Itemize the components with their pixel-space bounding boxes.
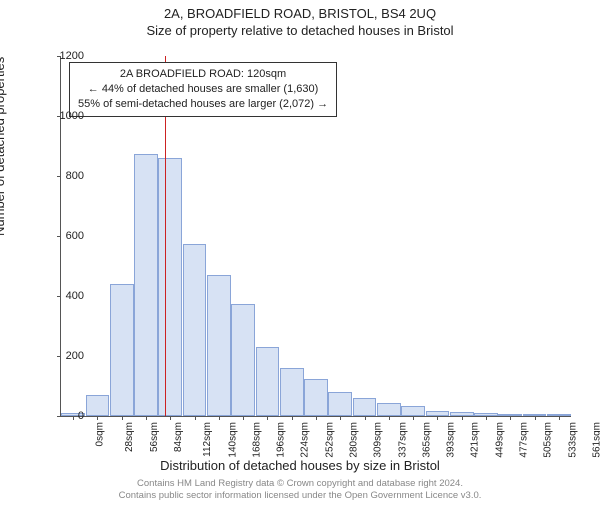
annotation-line-3: 55% of semi-detached houses are larger (…	[78, 97, 328, 112]
x-tick-mark	[486, 416, 487, 420]
x-tick-label: 477sqm	[519, 422, 530, 458]
y-tick-label: 1000	[44, 110, 84, 122]
chart-area: 2A BROADFIELD ROAD: 120sqm← 44% of detac…	[60, 56, 570, 416]
histogram-bar	[377, 403, 401, 417]
x-tick-label: 56sqm	[149, 422, 160, 452]
x-tick-label: 28sqm	[124, 422, 135, 452]
histogram-bar	[86, 395, 110, 416]
x-tick-label: 112sqm	[202, 422, 213, 457]
y-tick-label: 0	[44, 410, 84, 422]
y-tick-label: 1200	[44, 50, 84, 62]
x-tick-mark	[389, 416, 390, 420]
histogram-bar	[110, 284, 134, 416]
chart-subtitle: Size of property relative to detached ho…	[0, 23, 600, 38]
x-tick-label: 421sqm	[470, 422, 481, 458]
y-tick-label: 200	[44, 350, 84, 362]
histogram-bar	[353, 398, 377, 416]
x-tick-label: 0sqm	[95, 422, 106, 446]
x-tick-mark	[437, 416, 438, 420]
x-tick-mark	[267, 416, 268, 420]
x-tick-mark	[365, 416, 366, 420]
x-tick-mark	[243, 416, 244, 420]
x-tick-label: 280sqm	[349, 422, 360, 458]
x-tick-mark	[510, 416, 511, 420]
annotation-line-1: 2A BROADFIELD ROAD: 120sqm	[78, 67, 328, 82]
x-tick-label: 505sqm	[543, 422, 554, 458]
x-tick-mark	[413, 416, 414, 420]
x-tick-mark	[340, 416, 341, 420]
x-tick-label: 140sqm	[227, 422, 238, 458]
x-axis-label: Distribution of detached houses by size …	[0, 458, 600, 473]
y-tick-label: 600	[44, 230, 84, 242]
x-tick-label: 393sqm	[446, 422, 457, 458]
histogram-bar	[231, 304, 255, 417]
x-tick-label: 337sqm	[397, 422, 408, 458]
plot-region: 2A BROADFIELD ROAD: 120sqm← 44% of detac…	[60, 56, 571, 417]
y-tick-label: 800	[44, 170, 84, 182]
x-tick-mark	[219, 416, 220, 420]
x-tick-mark	[292, 416, 293, 420]
x-tick-label: 561sqm	[591, 422, 600, 458]
y-axis-label: Number of detached properties	[0, 57, 7, 236]
y-tick-label: 400	[44, 290, 84, 302]
x-tick-mark	[559, 416, 560, 420]
histogram-bar	[401, 406, 425, 417]
histogram-bar	[328, 392, 352, 416]
x-tick-label: 84sqm	[173, 422, 184, 452]
histogram-bar	[207, 275, 231, 416]
x-tick-label: 168sqm	[251, 422, 262, 458]
x-tick-mark	[195, 416, 196, 420]
x-tick-label: 309sqm	[373, 422, 384, 458]
x-tick-mark	[316, 416, 317, 420]
x-tick-mark	[535, 416, 536, 420]
x-tick-mark	[462, 416, 463, 420]
histogram-bar	[280, 368, 304, 416]
attribution-line-2: Contains public sector information licen…	[0, 490, 600, 502]
x-tick-label: 224sqm	[300, 422, 311, 458]
histogram-bar	[304, 379, 328, 417]
x-tick-label: 252sqm	[324, 422, 335, 458]
attribution-text: Contains HM Land Registry data © Crown c…	[0, 478, 600, 502]
x-tick-mark	[170, 416, 171, 420]
x-tick-label: 449sqm	[494, 422, 505, 458]
x-tick-mark	[146, 416, 147, 420]
chart-title: 2A, BROADFIELD ROAD, BRISTOL, BS4 2UQ	[0, 6, 600, 21]
x-tick-label: 533sqm	[567, 422, 578, 458]
histogram-bar	[256, 347, 280, 416]
histogram-bar	[158, 158, 182, 416]
histogram-bar	[183, 244, 207, 417]
annotation-box: 2A BROADFIELD ROAD: 120sqm← 44% of detac…	[69, 62, 337, 117]
x-tick-label: 196sqm	[276, 422, 287, 458]
x-tick-mark	[122, 416, 123, 420]
x-tick-mark	[97, 416, 98, 420]
attribution-line-1: Contains HM Land Registry data © Crown c…	[0, 478, 600, 490]
histogram-bar	[134, 154, 158, 417]
x-tick-label: 365sqm	[421, 422, 432, 458]
annotation-line-2: ← 44% of detached houses are smaller (1,…	[78, 82, 328, 97]
